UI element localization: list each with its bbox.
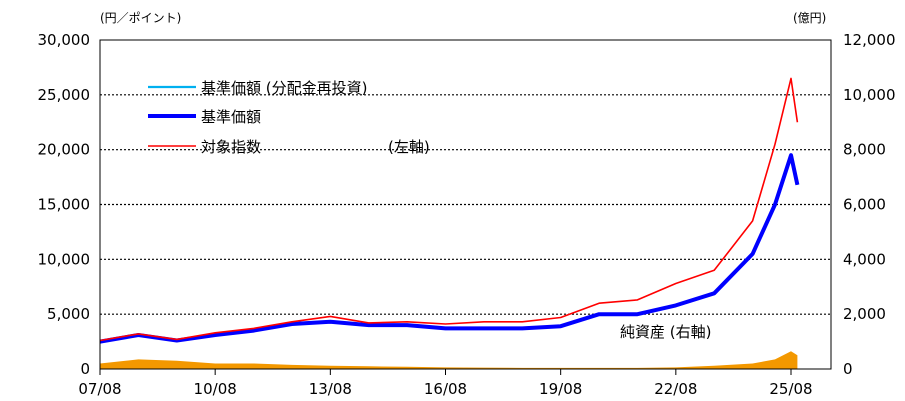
right-tick-label: 4,000 — [843, 250, 886, 268]
x-tick-label: 10/08 — [194, 380, 237, 398]
net-assets-area — [100, 351, 798, 369]
series-line-1 — [99, 153, 800, 344]
x-tick-label: 16/08 — [424, 380, 467, 398]
legend-label: 基準価額 — [201, 108, 261, 126]
left-tick-label: 25,000 — [38, 86, 91, 104]
legend-label: 対象指数 — [201, 138, 261, 156]
right-tick-label: 8,000 — [843, 141, 886, 159]
x-tick-label: 07/08 — [78, 380, 121, 398]
net-assets-label: 純資産 (右軸) — [620, 323, 711, 341]
right-tick-label: 12,000 — [843, 31, 896, 49]
right-tick-label: 10,000 — [843, 86, 896, 104]
series-line-2 — [99, 77, 799, 342]
left-tick-label: 20,000 — [38, 141, 91, 159]
left-tick-label: 15,000 — [38, 196, 91, 214]
series-lines — [99, 77, 800, 344]
left-tick-label: 0 — [80, 360, 90, 378]
x-tick-label: 22/08 — [654, 380, 697, 398]
left-axis-unit: (円／ポイント) — [100, 11, 181, 25]
right-tick-label: 0 — [843, 360, 853, 378]
series-area-net-assets — [100, 351, 798, 369]
left-tick-label: 30,000 — [38, 31, 91, 49]
gridlines — [100, 94, 831, 315]
legend-label: 基準価額 (分配金再投資) — [201, 79, 367, 97]
left-tick-label: 5,000 — [47, 305, 90, 323]
right-tick-label: 2,000 — [843, 305, 886, 323]
right-tick-label: 6,000 — [843, 196, 886, 214]
x-tick-label: 19/08 — [539, 380, 582, 398]
left-axis-note: (左軸) — [388, 138, 430, 156]
x-tick-label: 13/08 — [309, 380, 352, 398]
left-tick-label: 10,000 — [38, 250, 91, 268]
x-tick-label: 25/08 — [769, 380, 812, 398]
plot-frame — [99, 39, 832, 370]
axis-ticks: 0 5,000 10,000 15,000 20,000 25,000 30,000 0 2,0… — [38, 31, 896, 398]
right-axis-unit: (億円) — [793, 11, 826, 25]
